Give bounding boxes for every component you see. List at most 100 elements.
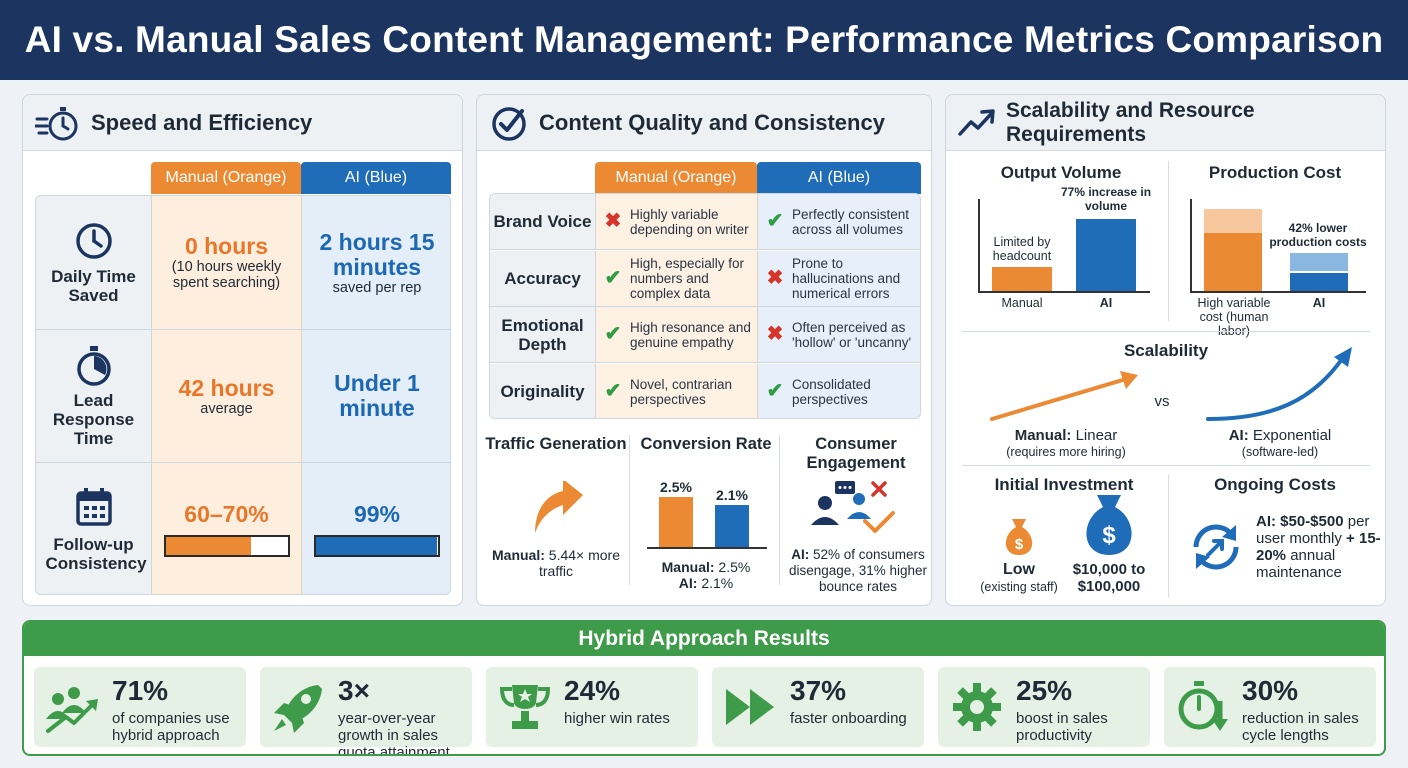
cost-axis-y	[1190, 199, 1192, 293]
hybrid-card: 24% higher win rates	[486, 667, 698, 747]
gear-icon	[953, 683, 1001, 731]
scalability-ai-value: Exponential	[1252, 427, 1332, 444]
investment-low-label: Low	[1003, 561, 1035, 578]
investment-low-note: (existing staff)	[980, 580, 1058, 594]
quality-panel: Content Quality and Consistency Manual (…	[476, 94, 932, 606]
manual-lead-response: 42 hours average	[152, 330, 302, 462]
ai-followup-value: 99%	[353, 501, 401, 527]
row-divider	[36, 462, 450, 463]
quality-ai-cell: ✔ Consolidated perspectives	[758, 363, 920, 418]
speed-panel-header: Speed and Efficiency	[23, 95, 462, 151]
output-bar-manual	[992, 267, 1052, 291]
rocket-icon	[274, 685, 322, 733]
hybrid-card: 37% faster onboarding	[712, 667, 924, 747]
conversion-title: Conversion Rate	[640, 435, 772, 453]
scalability-title: Scalability and Resource Requirements	[1006, 98, 1255, 146]
cost-bar-ai	[1290, 273, 1348, 291]
hybrid-value: 24%	[564, 675, 621, 706]
ai-daily-time: 2 hours 15 minutes saved per rep	[302, 196, 450, 329]
hybrid-value: 3×	[338, 675, 370, 706]
quality-manual-cell: ✔ Novel, contrarian perspectives	[596, 363, 758, 418]
conversion-data-label: 2.5%	[660, 479, 692, 495]
quality-row-label: Originality	[490, 363, 596, 418]
traffic-note-text: 5.44× more traffic	[539, 547, 620, 579]
ai-followup: 99%	[302, 463, 450, 594]
divider	[629, 435, 630, 585]
check-icon: ✔	[766, 380, 784, 402]
hybrid-card: 25% boost in sales productivity	[938, 667, 1150, 747]
engagement-title: Consumer Engagement	[806, 435, 906, 472]
row-label-daily-time: Daily Time Saved	[36, 196, 152, 329]
quality-manual-text: Highly variable depending on writer	[630, 206, 749, 237]
check-circle-icon	[492, 106, 526, 141]
speed-col-manual: Manual (Orange)	[151, 162, 301, 194]
disengaged-users-icon	[811, 481, 895, 533]
divider	[962, 331, 1370, 332]
quality-ai-text: Perfectly consistent across all volumes	[792, 206, 910, 237]
output-cat-ai: AI	[1099, 296, 1113, 310]
hybrid-value: 37%	[790, 675, 847, 706]
quality-manual-cell: ✔ High, especially for numbers and comple…	[596, 250, 758, 306]
engagement-note: AI: 52% of consumers disengage, 31% high…	[783, 547, 931, 595]
clock-icon	[75, 222, 112, 259]
hybrid-desc: year-over-year growth in sales quota att…	[338, 710, 450, 756]
quality-row-label: Accuracy	[490, 250, 596, 306]
quality-panel-header: Content Quality and Consistency	[477, 95, 931, 151]
conversion-ai-value: 2.1%	[701, 575, 734, 591]
cross-icon: ✖	[766, 266, 784, 289]
ai-daily-value: 2 hours 15 minutes	[319, 228, 435, 280]
stopwatch-down-icon	[1178, 681, 1228, 731]
manual-followup: 60–70%	[152, 463, 302, 594]
ai-lead-value: Under 1 minute	[334, 370, 420, 421]
scalability-ai-note: (software-led)	[1241, 445, 1319, 459]
cost-bar-manual	[1204, 233, 1262, 291]
hybrid-desc: higher win rates	[564, 710, 670, 727]
scalability-manual-label: Manual:	[1014, 427, 1072, 444]
linear-growth-arrow-icon	[990, 371, 1138, 421]
ai-daily-note: saved per rep	[332, 279, 422, 296]
divider	[779, 435, 780, 585]
check-icon: ✔	[604, 266, 622, 289]
quality-ai-cell: ✔ Perfectly consistent across all volumes	[758, 194, 920, 249]
quality-manual-text: High resonance and genuine empathy	[630, 319, 751, 350]
engagement-note-label: AI:	[791, 547, 810, 562]
investment-high-label: $10,000 to $100,000	[1072, 561, 1146, 595]
row-divider	[36, 329, 450, 330]
divider	[1168, 161, 1169, 321]
quality-manual-cell: ✔ High resonance and genuine empathy	[596, 307, 758, 362]
output-manual-label: Limited by headcount	[992, 235, 1052, 263]
hybrid-desc: boost in sales productivity	[1016, 710, 1108, 744]
row-label-text: Daily Time Saved	[51, 266, 136, 305]
ai-lead-response: Under 1 minute	[302, 330, 450, 462]
engagement-note-text: 52% of consumers disengage, 31% higher b…	[788, 547, 928, 594]
quality-manual-text: Novel, contrarian perspectives	[630, 376, 733, 407]
ongoing-ai-per: per user monthly	[1256, 513, 1370, 547]
hybrid-card: 71% of companies use hybrid approach	[34, 667, 246, 747]
trend-up-icon	[958, 108, 995, 136]
ai-followup-fill	[316, 537, 437, 555]
stopwatch-speed-icon	[35, 106, 78, 140]
cost-bar-manual-light	[1204, 209, 1262, 233]
row-label-text: Follow-up Consistency	[45, 534, 147, 573]
quality-row: Accuracy ✔ High, especially for numbers an…	[490, 250, 920, 307]
cost-ai-label: 42% lower production costs	[1269, 221, 1367, 249]
scalability-manual-note: (requires more hiring)	[1006, 445, 1126, 459]
manual-daily-value: 0 hours	[184, 233, 269, 259]
manual-daily-note: (10 hours weekly spent searching)	[171, 259, 282, 291]
stopwatch-icon	[76, 345, 111, 386]
speed-col-ai: AI (Blue)	[301, 162, 451, 194]
hybrid-desc: reduction in sales cycle lengths	[1242, 710, 1359, 744]
hybrid-value: 25%	[1016, 675, 1073, 706]
hybrid-value: 71%	[112, 675, 169, 706]
manual-lead-note: average	[200, 400, 253, 417]
production-cost-title: Production Cost	[1208, 163, 1342, 182]
conversion-manual-label: Manual:	[661, 559, 715, 575]
refresh-cost-icon	[1193, 524, 1239, 570]
cost-bar-ai-light	[1290, 253, 1348, 271]
check-icon: ✔	[604, 380, 622, 402]
fast-forward-icon	[726, 689, 774, 725]
quality-ai-cell: ✖ Prone to hallucinations and numerical e…	[758, 250, 920, 306]
output-bar-ai	[1076, 219, 1136, 291]
cross-icon: ✖	[604, 210, 622, 232]
conversion-ai-label: AI:	[678, 575, 698, 591]
